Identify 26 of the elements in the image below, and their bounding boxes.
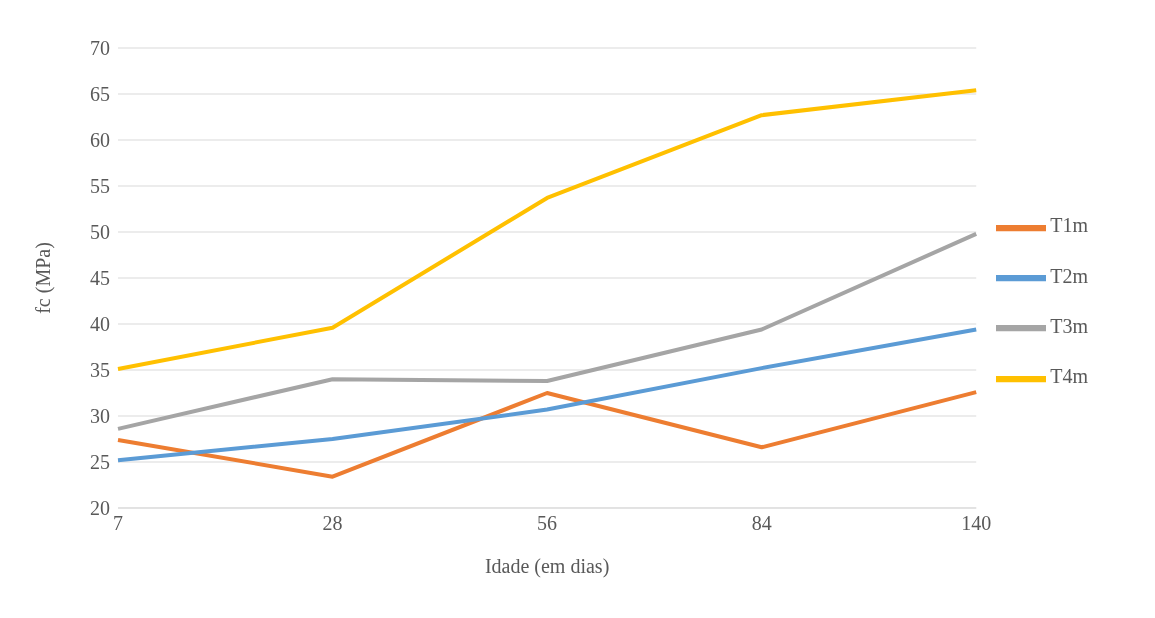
x-tick-label: 140 — [961, 512, 992, 535]
line-series — [116, 88, 979, 372]
x-tick-label: 7 — [113, 512, 123, 535]
legend-label: T1m — [1050, 214, 1088, 237]
y-tick-label: 20 — [90, 497, 110, 520]
y-tick-label: 55 — [90, 175, 110, 198]
y-tick-label: 45 — [90, 267, 110, 290]
legend-label: T2m — [1050, 264, 1088, 287]
y-axis-title: fc (MPa) — [32, 242, 56, 314]
y-tick-label: 70 — [90, 37, 110, 60]
y-tick-label: 65 — [90, 83, 110, 106]
x-tick-label: 84 — [751, 512, 772, 535]
y-tick-label: 40 — [90, 313, 110, 336]
x-axis-title: Idade (em dias) — [484, 555, 610, 578]
line-series — [116, 390, 979, 479]
y-tick-label: 35 — [90, 359, 110, 382]
y-tick-label: 25 — [90, 451, 110, 474]
legend-label: T3m — [1050, 315, 1088, 337]
y-tick-label: 60 — [90, 129, 110, 152]
x-tick-label: 28 — [322, 512, 343, 535]
legend-label: T4m — [1050, 365, 1088, 388]
line-series — [116, 231, 979, 431]
y-tick-label: 30 — [90, 405, 110, 428]
y-tick-label: 50 — [90, 221, 110, 244]
line-series — [116, 327, 979, 463]
x-tick-label: 56 — [537, 512, 558, 535]
